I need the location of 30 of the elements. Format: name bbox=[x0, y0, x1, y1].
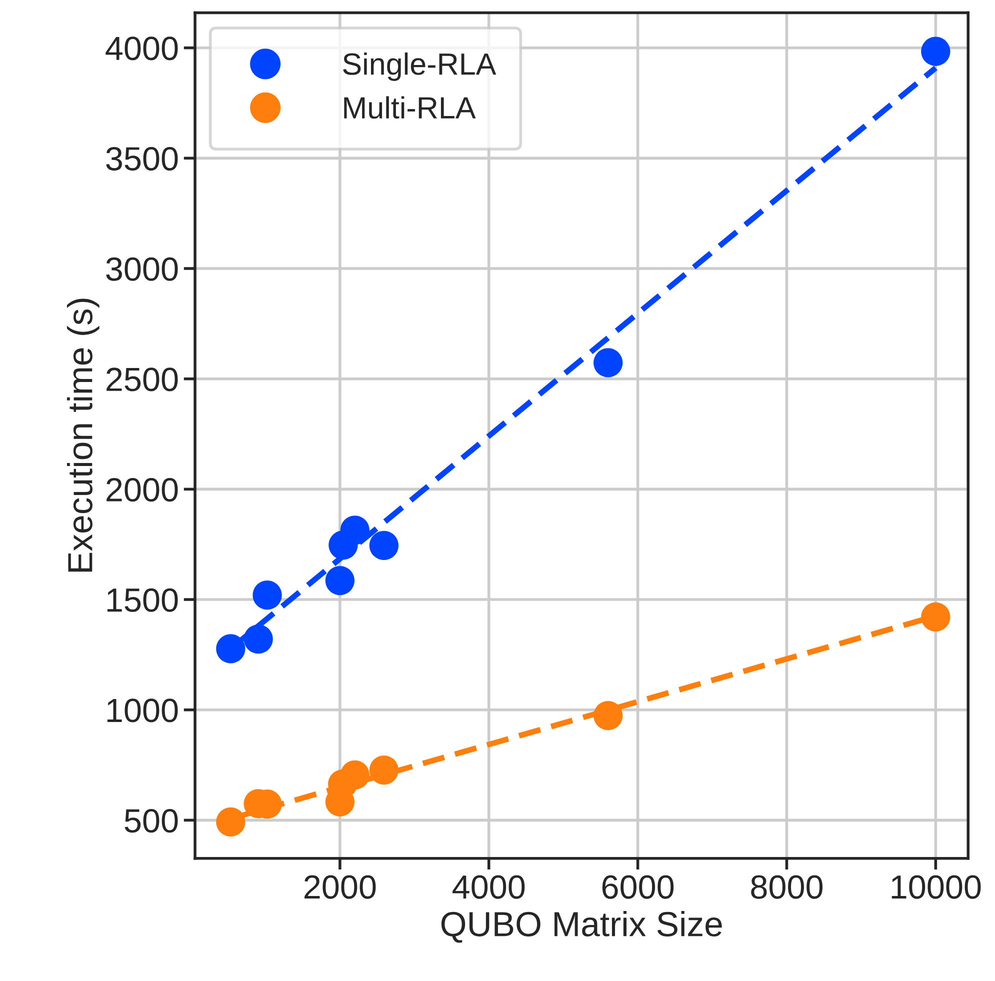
point bbox=[369, 530, 399, 560]
point bbox=[216, 807, 246, 837]
x-tick-label: 10000 bbox=[892, 875, 981, 899]
x-tick-label: 6000 bbox=[602, 875, 674, 899]
point bbox=[921, 36, 950, 66]
point bbox=[244, 624, 273, 654]
point bbox=[340, 516, 370, 545]
point bbox=[252, 580, 282, 610]
point bbox=[325, 566, 354, 596]
point bbox=[594, 348, 623, 378]
point bbox=[216, 634, 246, 664]
y-tick-label: 2500 bbox=[106, 368, 178, 392]
y-tick-label: 2000 bbox=[106, 478, 178, 502]
y-tick-label: 3500 bbox=[106, 146, 178, 171]
y-axis-title: Execution time (s) bbox=[66, 298, 100, 572]
y-tick-label: 4000 bbox=[106, 36, 178, 60]
point bbox=[340, 760, 370, 790]
x-axis-title: QUBO Matrix Size bbox=[441, 910, 722, 943]
y-tick-label: 500 bbox=[124, 809, 178, 833]
y-tick-label: 1500 bbox=[107, 588, 178, 612]
y-tick-label: 1000 bbox=[107, 698, 178, 722]
legend-label: Multi-RLA bbox=[344, 96, 476, 119]
x-tick-label: 4000 bbox=[452, 875, 525, 899]
x-tick-label: 2000 bbox=[304, 875, 376, 899]
y-tick-label: 3000 bbox=[106, 257, 178, 281]
point bbox=[594, 701, 623, 730]
legend-label: Single-RLA bbox=[343, 52, 496, 81]
x-tick-label: 8000 bbox=[751, 875, 823, 899]
point bbox=[921, 602, 950, 632]
point bbox=[369, 756, 399, 785]
